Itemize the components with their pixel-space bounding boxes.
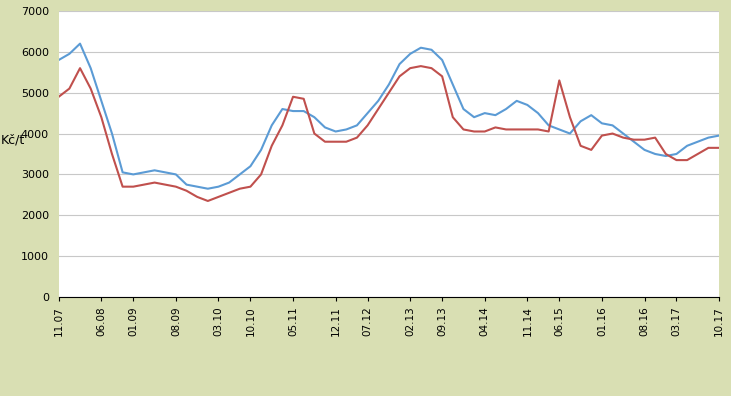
Line: krmná: krmná	[58, 66, 719, 201]
krmná	[715, 145, 724, 150]
krmná	[54, 94, 63, 99]
krmná	[246, 184, 255, 189]
krmná	[268, 143, 276, 148]
krmná	[534, 127, 542, 132]
krmná	[395, 74, 404, 79]
krmná	[704, 145, 713, 150]
potravinářská	[534, 111, 542, 116]
potravinářská	[54, 57, 63, 62]
potravinářská	[203, 187, 212, 191]
Y-axis label: Kč/t: Kč/t	[1, 133, 25, 146]
potravinářská	[704, 135, 713, 140]
potravinářská	[385, 82, 393, 87]
potravinářská	[406, 51, 414, 56]
potravinářská	[278, 107, 287, 111]
Line: potravinářská: potravinářská	[58, 44, 719, 189]
potravinářská	[715, 133, 724, 138]
potravinářská	[75, 41, 84, 46]
krmná	[203, 198, 212, 203]
potravinářská	[257, 147, 265, 152]
krmná	[374, 107, 382, 111]
krmná	[417, 64, 425, 69]
